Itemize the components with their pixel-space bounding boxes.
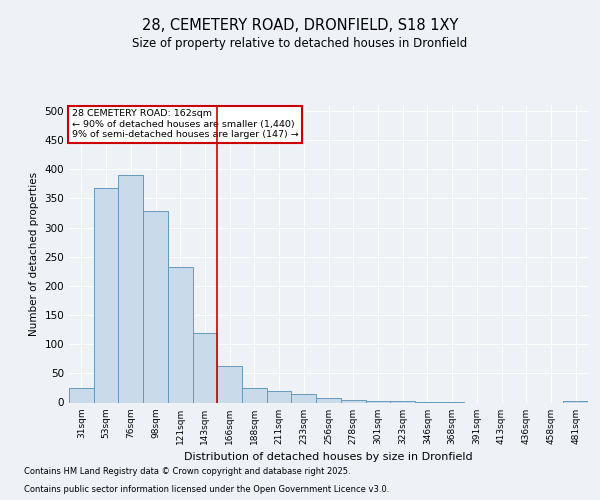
Bar [242, 388, 267, 402]
Bar [267, 391, 292, 402]
Bar [168, 267, 193, 402]
Bar [316, 398, 341, 402]
Bar [118, 175, 143, 402]
Text: 28 CEMETERY ROAD: 162sqm
← 90% of detached houses are smaller (1,440)
9% of semi: 28 CEMETERY ROAD: 162sqm ← 90% of detach… [71, 110, 298, 140]
Text: Contains HM Land Registry data © Crown copyright and database right 2025.: Contains HM Land Registry data © Crown c… [24, 467, 350, 476]
Bar [563, 401, 588, 402]
Text: 28, CEMETERY ROAD, DRONFIELD, S18 1XY: 28, CEMETERY ROAD, DRONFIELD, S18 1XY [142, 18, 458, 32]
X-axis label: Distribution of detached houses by size in Dronfield: Distribution of detached houses by size … [184, 452, 473, 462]
Text: Contains public sector information licensed under the Open Government Licence v3: Contains public sector information licen… [24, 485, 389, 494]
Bar [94, 188, 118, 402]
Bar [292, 394, 316, 402]
Bar [143, 211, 168, 402]
Y-axis label: Number of detached properties: Number of detached properties [29, 172, 39, 336]
Text: Size of property relative to detached houses in Dronfield: Size of property relative to detached ho… [133, 38, 467, 51]
Bar [365, 401, 390, 402]
Bar [193, 332, 217, 402]
Bar [69, 388, 94, 402]
Bar [341, 400, 365, 402]
Bar [217, 366, 242, 402]
